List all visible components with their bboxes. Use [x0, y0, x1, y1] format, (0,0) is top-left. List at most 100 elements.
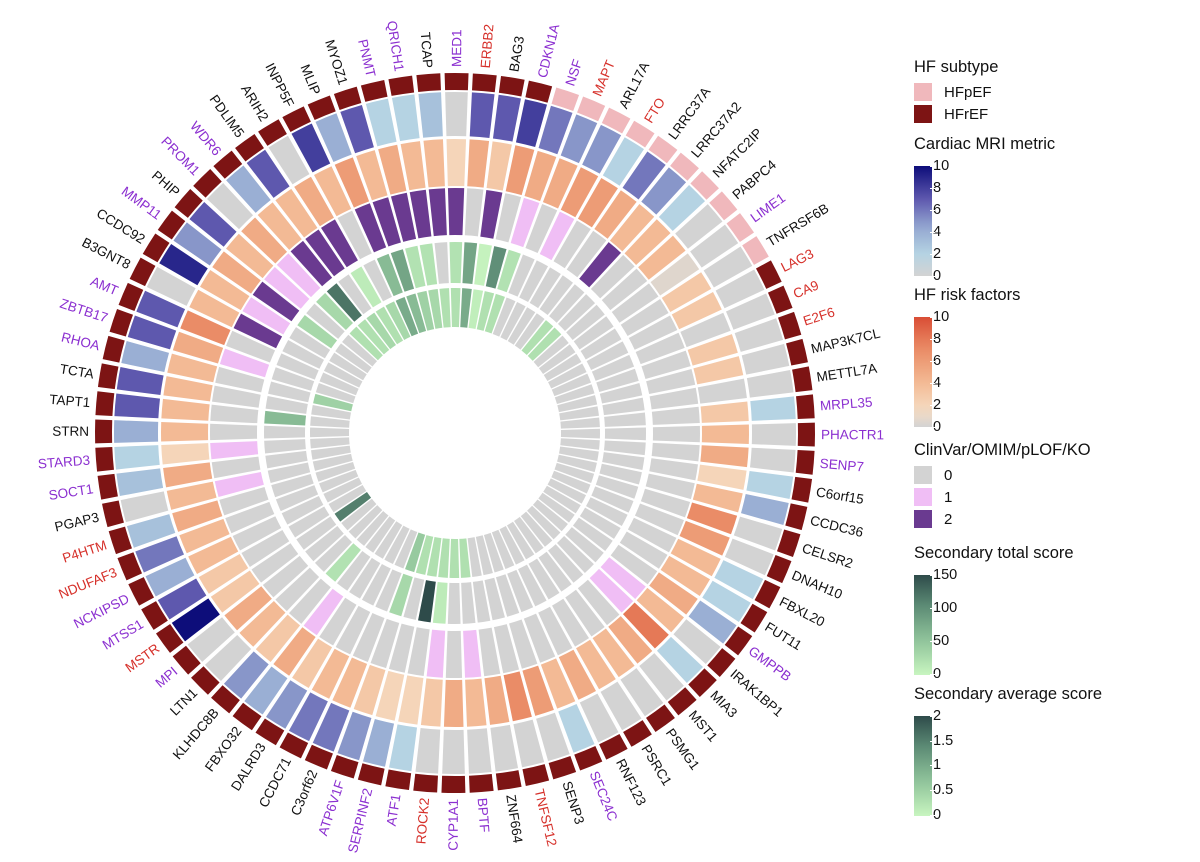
cell-mri-lrrc37a2: [641, 167, 687, 215]
legend-title: Cardiac MRI metric: [914, 135, 1056, 153]
cell-avg-arl17a: [500, 301, 526, 341]
cell-avg-lag3: [548, 363, 587, 389]
cell-subtype-mlip: [307, 95, 336, 121]
cell-tot-mst1: [548, 544, 584, 583]
gene-label-senp7: SENP7: [819, 456, 864, 475]
cell-subtype-b3gnt8: [129, 257, 156, 287]
cell-tot-pdlim5: [338, 274, 372, 315]
cell-avg-fbxo32: [365, 516, 396, 553]
cell-clin-strn: [209, 423, 258, 441]
cell-tot-c6orf15: [602, 452, 645, 470]
cell-clin-fut11: [619, 531, 668, 569]
cell-subtype-mstr: [156, 624, 184, 653]
cell-subtype-p4htm: [108, 526, 132, 555]
cell-risk-lrrc37a: [594, 190, 637, 239]
cell-tot-stard3: [264, 439, 306, 454]
cell-clin-qrich1: [409, 189, 432, 239]
cell-clin-senp3: [509, 619, 538, 669]
cell-tot-erbb2: [462, 242, 478, 285]
cell-risk-cdkn1a: [505, 145, 535, 196]
tick: 0: [929, 807, 942, 823]
cell-mri-ccdc36: [740, 493, 789, 526]
cell-risk-wdr6: [257, 202, 302, 250]
cell-tot-senp7: [603, 440, 646, 456]
cell-clin-mpi: [262, 555, 309, 598]
gene-label-phip: PHIP: [149, 168, 183, 200]
cell-tot-ccdc36: [599, 463, 642, 485]
cell-tot-fbxl20: [585, 497, 628, 527]
cell-mri-prom1: [207, 182, 254, 230]
cell-clin-ccdc36: [645, 473, 695, 500]
cell-subtype-klhdc8b: [211, 685, 240, 714]
cell-clin-wdr6: [290, 240, 333, 287]
cell-risk-nfatc2ip: [624, 219, 671, 266]
legend: HF subtype HFpEF HFrEF Cardiac MRI metri…: [914, 58, 1184, 826]
cell-tot-myoz1: [390, 249, 415, 292]
cell-subtype-myoz1: [333, 86, 362, 110]
cell-risk-nckipsd: [188, 536, 239, 574]
cell-subtype-dnah10: [766, 555, 792, 584]
cell-subtype-senp3: [548, 756, 577, 780]
cell-subtype-serpinf2: [357, 763, 385, 786]
cell-clin-pabpc4: [601, 268, 648, 311]
colorbar-total: 150 100 50 0: [914, 567, 1184, 682]
cell-avg-fut11: [543, 485, 581, 514]
cell-mri-senp7: [750, 447, 796, 473]
cell-mri-znf664: [490, 724, 519, 772]
cell-avg-mtss1: [328, 484, 367, 513]
cell-subtype-arih2: [258, 119, 287, 146]
cell-subtype-mmp11: [157, 210, 186, 240]
gene-label-serpinf2: SERPINF2: [345, 787, 375, 855]
cell-risk-bptf: [465, 678, 487, 727]
cell-clin-psmg1: [565, 589, 605, 637]
cell-avg-ccdc36: [557, 454, 597, 473]
cell-subtype-zbtb17: [109, 308, 134, 337]
cell-mri-inpp5f: [291, 123, 331, 173]
cell-tot-cyp1a1: [447, 582, 461, 624]
cell-risk-tnfsf12: [503, 671, 532, 722]
cell-avg-map3k7cl: [557, 395, 598, 413]
cell-subtype-mia3: [688, 668, 717, 697]
cell-risk-ccdc71: [311, 648, 350, 699]
cell-risk-atf1: [398, 675, 424, 725]
gene-label-mapt: MAPT: [590, 58, 618, 98]
legend-average-score: Secondary average score 2 1.5 1 0.5 0: [914, 685, 1184, 823]
cell-avg-mmp11: [335, 343, 372, 374]
gene-label-fbxl20: FBXL20: [777, 594, 827, 630]
cell-clin-c6orf15: [649, 458, 698, 481]
cell-mri-mtss1: [157, 578, 207, 620]
tick: 50: [929, 633, 950, 649]
cell-tot-phip: [306, 303, 345, 339]
cell-clin-c3orf62: [352, 612, 385, 662]
cell-avg-rhoa: [313, 393, 353, 412]
cell-subtype-fbxo32: [232, 702, 262, 731]
cell-avg-pdlim5: [366, 312, 396, 350]
cell-subtype-stard3: [95, 447, 114, 472]
cell-risk-mpi: [224, 586, 272, 631]
cell-clin-mia3: [589, 568, 634, 613]
cell-risk-ndufaf3: [179, 518, 230, 554]
cell-tot-serpinf2: [403, 577, 425, 620]
cell-tot-soct1: [265, 450, 308, 469]
cell-clin-pdlim5: [305, 229, 345, 277]
cell-avg-phip: [342, 334, 378, 367]
cell-subtype-mpi: [172, 645, 201, 675]
cell-risk-rnf123: [558, 649, 596, 700]
cell-clin-lag3: [628, 315, 678, 350]
cell-mri-rnf123: [579, 693, 619, 743]
cell-mri-fut11: [702, 580, 751, 622]
cell-tot-map3k7cl: [599, 383, 643, 404]
cell-mri-rock2: [415, 728, 441, 774]
cell-avg-med1: [450, 287, 461, 328]
cell-avg-ca9: [551, 373, 591, 397]
cell-tot-znf664: [472, 580, 491, 623]
cell-subtype-mapt: [577, 96, 606, 122]
cell-tot-mettl7a: [602, 397, 645, 416]
cell-tot-lime1: [573, 316, 614, 350]
gene-label-gmppb: GMPPB: [746, 643, 794, 684]
cell-risk-psmg1: [592, 628, 635, 678]
cell-tot-zbtb17: [271, 367, 315, 391]
cell-risk-lrrc37a2: [609, 204, 655, 252]
cell-subtype-bptf: [469, 774, 494, 793]
gene-label-med1: MED1: [449, 29, 464, 67]
